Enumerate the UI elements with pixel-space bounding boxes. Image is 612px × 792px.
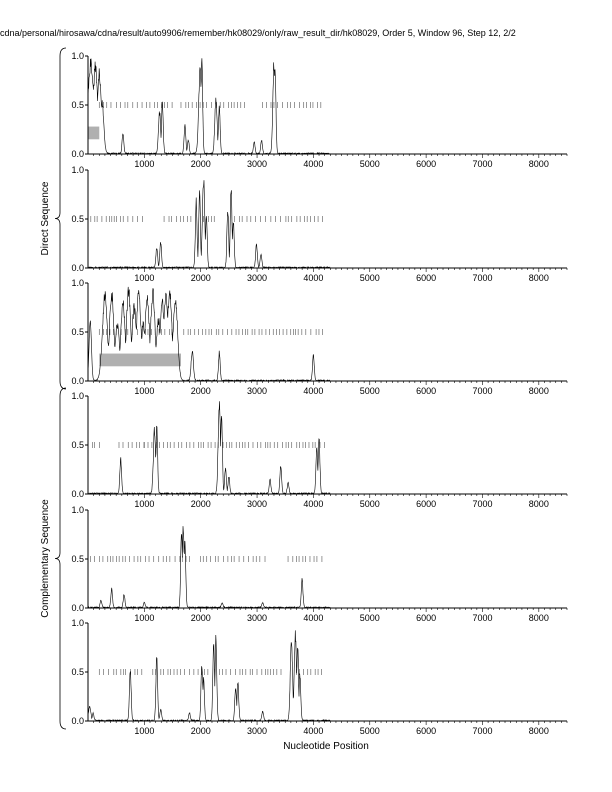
x-tick-label: 4000	[303, 386, 323, 396]
x-tick-label: 6000	[416, 499, 436, 509]
plot-panel-5: 0.0 0.5 1.0 1000 2000 3000 4000 5000 6000 7000 800…	[71, 505, 568, 623]
y-tick-label: 1.0	[71, 505, 84, 515]
highlight-region	[99, 353, 181, 367]
x-axis-label: Nucleotide Position	[283, 741, 369, 752]
x-tick-label: 5000	[360, 613, 380, 623]
x-tick-label: 2000	[191, 613, 211, 623]
x-tick-label: 3000	[247, 386, 267, 396]
x-tick-label: 4000	[303, 273, 323, 283]
x-tick-label: 2000	[191, 726, 211, 736]
series-line	[87, 58, 331, 155]
plot-panel-1: 0.0 0.5 1.0 1000 2000 3000 4000 5000 6000 7000 800…	[71, 51, 568, 169]
series-line	[87, 286, 331, 382]
plot-panels: 0.0 0.5 1.0 1000 2000 3000 4000 5000 6000 7000 800…	[71, 51, 568, 736]
x-tick-label: 7000	[472, 386, 492, 396]
x-tick-label: 6000	[416, 726, 436, 736]
plot-panel-3: 0.0 0.5 1.0 1000 2000 3000 4000 5000 6000 7000 800…	[71, 278, 568, 396]
x-tick-label: 1000	[134, 386, 154, 396]
plot-panel-4: 0.0 0.5 1.0 1000 2000 3000 4000 5000 6000 7000 800…	[71, 391, 568, 509]
series-line	[87, 630, 331, 722]
x-tick-label: 7000	[472, 726, 492, 736]
x-tick-label: 3000	[247, 726, 267, 736]
x-tick-label: 1000	[134, 159, 154, 169]
x-tick-label: 5000	[360, 386, 380, 396]
x-tick-label: 3000	[247, 159, 267, 169]
y-tick-label: 1.0	[71, 165, 84, 175]
y-tick-label: 0.0	[71, 489, 84, 499]
group-label: Complementary Sequence	[40, 499, 51, 618]
x-tick-label: 6000	[416, 159, 436, 169]
series-line	[87, 526, 331, 610]
x-tick-label: 3000	[247, 273, 267, 283]
x-tick-label: 7000	[472, 499, 492, 509]
plot-panel-6: 0.0 0.5 1.0 1000 2000 3000 4000 5000 6000 7000 800…	[71, 618, 568, 736]
x-tick-label: 4000	[303, 726, 323, 736]
x-tick-label: 6000	[416, 613, 436, 623]
x-tick-label: 4000	[303, 613, 323, 623]
y-tick-label: 0.0	[71, 603, 84, 613]
x-tick-label: 6000	[416, 273, 436, 283]
y-tick-label: 1.0	[71, 278, 84, 288]
group-brackets: Direct Sequence Complementary Sequence	[40, 47, 67, 730]
y-tick-label: 1.0	[71, 51, 84, 61]
x-tick-label: 3000	[247, 613, 267, 623]
x-tick-label: 1000	[134, 613, 154, 623]
y-tick-label: 0.5	[71, 100, 84, 110]
x-tick-label: 3000	[247, 499, 267, 509]
x-tick-label: 2000	[191, 273, 211, 283]
x-tick-label: 4000	[303, 159, 323, 169]
x-tick-label: 5000	[360, 726, 380, 736]
chart-title: cdna/personal/hirosawa/cdna/result/auto9…	[0, 28, 516, 38]
y-tick-label: 0.5	[71, 554, 84, 564]
x-tick-label: 2000	[191, 159, 211, 169]
x-tick-label: 5000	[360, 159, 380, 169]
y-tick-label: 0.5	[71, 667, 84, 677]
x-tick-label: 8000	[529, 386, 549, 396]
x-tick-label: 6000	[416, 386, 436, 396]
x-tick-label: 7000	[472, 273, 492, 283]
x-tick-label: 1000	[134, 499, 154, 509]
group-bracket	[54, 47, 67, 390]
group-label: Direct Sequence	[40, 181, 51, 255]
y-tick-label: 1.0	[71, 618, 84, 628]
series-line	[87, 180, 331, 270]
x-tick-label: 5000	[360, 273, 380, 283]
y-tick-label: 0.0	[71, 716, 84, 726]
series-line	[87, 401, 331, 496]
x-tick-label: 7000	[472, 159, 492, 169]
x-tick-label: 8000	[529, 726, 549, 736]
group-bracket	[54, 387, 67, 730]
x-tick-label: 2000	[191, 386, 211, 396]
x-tick-label: 2000	[191, 499, 211, 509]
y-tick-label: 0.0	[71, 149, 84, 159]
plot-panel-2: 0.0 0.5 1.0 1000 2000 3000 4000 5000 6000 7000 800…	[71, 165, 568, 283]
y-tick-label: 1.0	[71, 391, 84, 401]
x-tick-label: 4000	[303, 499, 323, 509]
y-tick-label: 0.5	[71, 440, 84, 450]
y-tick-label: 0.5	[71, 214, 84, 224]
x-tick-label: 8000	[529, 273, 549, 283]
x-tick-label: 5000	[360, 499, 380, 509]
x-tick-label: 8000	[529, 499, 549, 509]
y-tick-label: 0.0	[71, 263, 84, 273]
y-tick-label: 0.5	[71, 327, 84, 337]
x-tick-label: 8000	[529, 613, 549, 623]
y-tick-label: 0.0	[71, 376, 84, 386]
x-tick-label: 1000	[134, 273, 154, 283]
x-tick-label: 8000	[529, 159, 549, 169]
x-tick-label: 1000	[134, 726, 154, 736]
x-tick-label: 7000	[472, 613, 492, 623]
highlight-region	[88, 126, 100, 140]
